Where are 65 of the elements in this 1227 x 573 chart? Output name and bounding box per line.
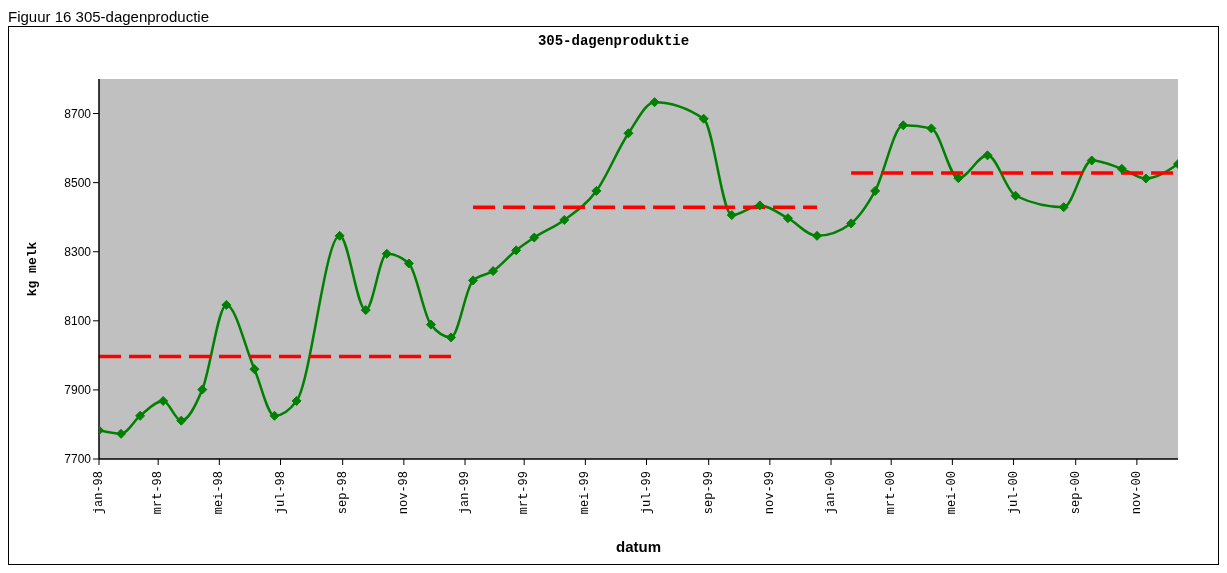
point [782,213,793,224]
y-tick-label: 7900 [64,383,92,398]
point [926,123,937,134]
x-tick-label: jul-99 [639,471,654,515]
point [846,218,857,229]
point [982,150,993,161]
point [1086,155,1097,166]
point [403,258,414,269]
point [1140,173,1151,184]
point [176,415,187,426]
point [726,210,737,221]
point [158,395,169,406]
point [360,305,371,316]
point [953,173,964,184]
point [269,410,280,421]
point [291,395,302,406]
text: Figuur 16 305-dagenproductie [8,8,209,25]
point [591,185,602,196]
x-axis-title: datum [616,538,661,555]
point [116,428,127,439]
x-tick-label: jan-98 [92,471,106,515]
x-tick-label: jul-98 [273,471,288,515]
point [529,232,540,243]
point [197,384,208,395]
x-tick-label: sep-99 [701,471,716,515]
x-tick-label: mrt-00 [884,471,899,515]
y-axis-title: kg melk [24,241,40,297]
point [334,230,345,241]
chart-title: 305-dagenproduktie [536,32,691,49]
x-tick-label: mrt-99 [517,471,532,515]
x-tick-label: sep-00 [1068,471,1083,515]
x-tick-label: nov-98 [396,471,411,515]
point [754,200,765,211]
point [1116,163,1127,174]
x-tick-label: jan-99 [458,471,473,515]
point [1010,190,1021,201]
point [649,97,660,108]
point [623,128,634,139]
x-tick-label: mrt-98 [151,471,166,515]
point [698,113,709,124]
point [511,245,522,256]
y-tick-label: 8100 [64,314,92,329]
x-tick-label: jul-00 [1006,471,1021,515]
x-tick-label: mei-98 [212,471,227,515]
y-tick-label: 8700 [64,106,92,121]
x-tick-label: jan-00 [824,471,839,515]
x-tick-label: mei-00 [945,471,960,515]
x-tick-label: nov-00 [1129,471,1144,515]
point [381,248,392,259]
point [870,185,881,196]
point [249,364,260,375]
x-tick-label: sep-98 [335,471,350,515]
point [812,230,822,241]
point [488,266,499,277]
point [425,319,436,330]
point [468,275,479,286]
point [221,299,232,310]
point [559,214,570,225]
x-tick-label: mei-99 [578,471,593,515]
point [898,120,909,131]
y-tick-label: 8300 [64,244,92,259]
y-tick-label: 7700 [64,452,92,467]
x-tick-label: nov-99 [762,471,777,515]
y-tick-label: 8500 [64,175,92,190]
point [135,410,146,421]
